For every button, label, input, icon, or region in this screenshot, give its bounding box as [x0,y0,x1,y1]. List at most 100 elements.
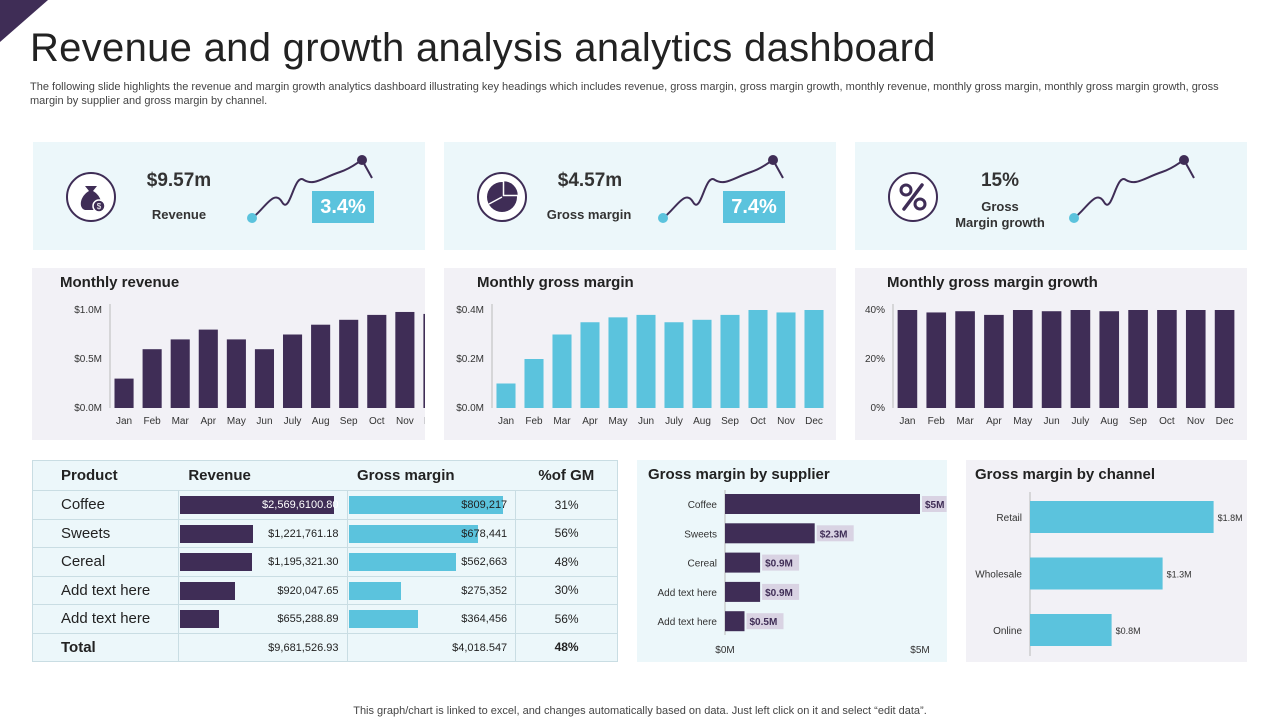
table-total-row: Total $9,681,526.93 $4,018.547 48% [32,633,618,662]
revenue-value: $9,681,526.93 [268,641,339,654]
channel-bar [1030,557,1163,590]
data-label: $0.9M [765,588,793,599]
bar-nov [776,312,796,408]
x-tick-label: $5M [910,645,929,656]
pct-gm-cell: 56% [515,604,618,634]
y-tick-label: $1.0M [74,305,102,316]
x-tick-label: Feb [928,416,946,427]
data-label-box [762,554,800,571]
kpi-revenue-card: $ $9.57m Revenue 3.4% [33,142,425,250]
x-tick-label: Aug [1100,416,1118,427]
page-title: Revenue and growth analysis analytics da… [30,26,936,70]
data-label-box [746,613,784,630]
pct-gm-cell: 48% [515,633,618,662]
x-tick-label: Feb [525,416,543,427]
kpi-value: $4.57m [557,170,623,191]
bar-may [1012,310,1033,408]
column-header: %of GM [515,460,618,491]
gross-margin-cell: $364,456 [347,604,517,634]
data-label: $5M [925,500,944,511]
pct-gm-cell: 56% [515,519,618,548]
kpi-growth-badge: 3.4% [312,191,374,223]
revenue-value: $655,288.89 [277,613,339,625]
x-tick-label: Apr [201,416,217,427]
gross-margin-bar [348,581,401,600]
x-tick-label: Jan [498,416,514,427]
bar-jan [114,378,134,408]
table-row: Add text here $920,047.65 $275,352 30% [32,576,618,605]
x-tick-label: Feb [144,416,162,427]
data-label: $1.3M [1167,570,1192,580]
kpi-value: 15% [980,170,1020,191]
channel-bar [1030,501,1214,533]
gross-margin-cell: $562,663 [347,547,517,577]
pct-gm-cell: 30% [515,576,618,605]
chart-title: Monthly gross margin [477,274,634,291]
y-tick-label: 0% [871,403,886,414]
gross-margin-value: $364,456 [461,613,508,625]
revenue-bar [179,581,235,600]
bar-apr [580,322,600,408]
x-tick-label: Aug [312,416,330,427]
channel-chart: Retail $1.8M Wholesale $1.3M Online $0.8M [975,492,1243,656]
gross-margin-value: $562,663 [461,556,508,568]
supplier-bar [725,611,745,632]
revenue-cell: $1,195,321.30 [178,547,348,577]
gross-margin-bar [348,496,503,514]
data-label: $0.9M [765,559,793,570]
x-tick-label: Oct [369,416,385,427]
revenue-cell: $9,681,526.93 [178,633,348,662]
column-header: Gross margin [347,460,516,491]
x-tick-label: Mar [956,416,974,427]
y-tick-label: $0.0M [456,403,484,414]
x-tick-label: Aug [693,416,711,427]
gross-margin-value: $678,441 [461,527,508,540]
bar-aug [311,324,331,408]
y-tick-label: 20% [865,354,885,365]
y-tick-label: $0.5M [74,354,102,365]
bar-mar [552,334,572,408]
monthly-gross-margin-panel: Monthly gross margin $0.0M $0.2M $0.4M Jan F… [444,268,836,440]
x-tick-label: Dec [424,416,425,427]
bar-feb [142,349,162,408]
x-tick-label: Mar [172,416,190,427]
x-tick-label: Mar [553,416,571,427]
x-tick-label: Nov [396,416,414,427]
data-label-box [922,496,947,512]
product-cell: Coffee [32,490,179,520]
supplier-chart: Coffee $5M Sweets $2.3M Cereal $0.9M Add text … [658,490,947,656]
sparkline [1069,155,1195,223]
x-tick-label: May [609,416,628,427]
y-tick-label: $0.2M [456,354,484,365]
bar-apr [198,329,218,408]
bar-mar [955,311,975,408]
data-label: $1.8M [1218,513,1243,523]
x-tick-label: July [665,416,683,427]
pie-chart-icon [477,172,527,222]
kpi-label: Revenue [151,207,207,222]
x-tick-label: Jun [1044,416,1060,427]
kpi-growth-badge: 7.4% [723,191,785,223]
category-label: Wholesale [975,570,1022,581]
gross-margin-value: $275,352 [461,584,508,597]
supplier-panel: Gross margin by supplier Coffee $5M Sweets… [637,460,947,662]
kpi-label: Gross margin [546,207,632,222]
data-label: $2.3M [820,529,848,540]
kpi-margin-growth-card: 15% Gross Margin growth [855,142,1247,250]
product-cell: Add text here [32,576,179,605]
bar-apr [984,314,1004,408]
sparkline [247,155,373,223]
revenue-cell: $655,288.89 [178,604,348,634]
channel-panel: Gross margin by channel Retail $1.8M Whole… [966,460,1247,662]
category-label: Add text here [658,588,718,599]
data-label-box [816,525,854,542]
revenue-cell: $1,221,761.18 [178,519,348,548]
revenue-bar [179,553,252,571]
x-tick-label: Nov [1187,416,1205,427]
bar-may [608,317,628,408]
bar-dec [423,313,425,408]
supplier-bar [725,523,815,544]
product-cell: Add text here [32,604,179,634]
corner-decoration [0,0,48,42]
bar-feb [926,312,947,408]
